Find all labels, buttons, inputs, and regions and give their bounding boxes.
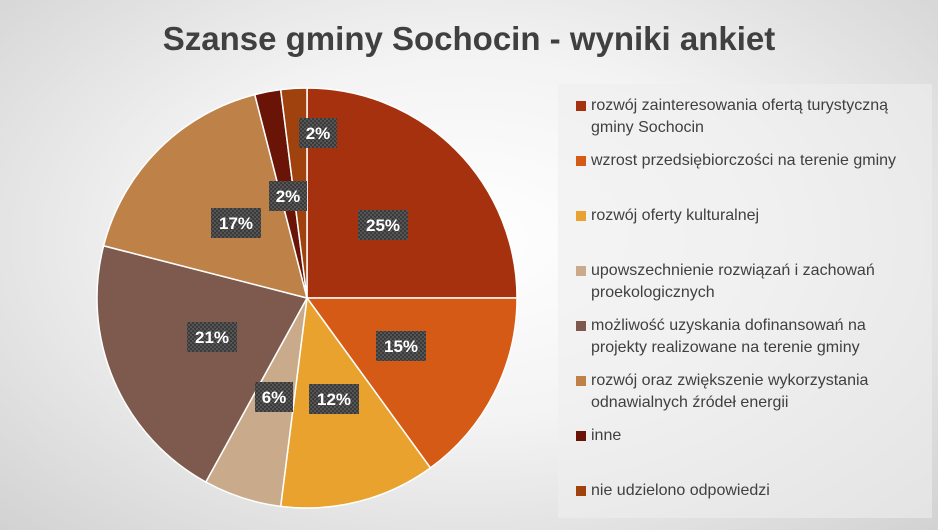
legend-swatch bbox=[576, 321, 586, 331]
legend-swatch bbox=[576, 156, 586, 166]
legend-swatch bbox=[576, 211, 586, 221]
data-label: 12% bbox=[309, 384, 359, 414]
data-label-text: 15% bbox=[384, 337, 418, 356]
legend-label: inne bbox=[591, 427, 622, 444]
data-label: 6% bbox=[255, 382, 293, 412]
legend-label: wzrost przedsiębiorczości na terenie gmi… bbox=[591, 152, 897, 169]
pie-slice bbox=[305, 297, 518, 469]
data-label: 17% bbox=[211, 208, 261, 238]
data-label: 25% bbox=[358, 210, 408, 240]
legend-swatch bbox=[576, 376, 586, 386]
data-label-text: 21% bbox=[195, 328, 229, 347]
chart-title: Szanse gminy Sochocin - wyniki ankiet bbox=[162, 20, 776, 57]
legend-swatch bbox=[576, 486, 586, 496]
data-label-text: 25% bbox=[366, 216, 400, 235]
legend-label: upowszechnienie rozwiązań i zachowań pro… bbox=[591, 262, 875, 301]
data-label-text: 2% bbox=[306, 124, 331, 143]
legend-label: rozwój oferty kulturalnej bbox=[591, 207, 760, 224]
legend-swatch bbox=[576, 101, 586, 111]
pie-slice bbox=[102, 93, 309, 300]
data-label-text: 12% bbox=[317, 390, 351, 409]
legend-label: rozwój zainteresowania ofertą turystyczn… bbox=[591, 97, 889, 136]
data-label: 21% bbox=[187, 322, 237, 352]
legend-label: nie udzielono odpowiedzi bbox=[591, 482, 770, 499]
legend-swatch bbox=[576, 266, 586, 276]
data-label: 2% bbox=[299, 118, 337, 148]
data-label-text: 6% bbox=[262, 388, 287, 407]
data-label-text: 17% bbox=[219, 214, 253, 233]
data-label: 15% bbox=[376, 331, 426, 361]
pie-slice bbox=[96, 244, 309, 484]
legend-swatch bbox=[576, 431, 586, 441]
legend-label: rozwój oraz zwiększenie wykorzystania od… bbox=[591, 372, 869, 411]
legend bbox=[558, 84, 932, 518]
pie-slice bbox=[306, 87, 518, 299]
data-label-text: 2% bbox=[276, 187, 301, 206]
legend-label: możliwość uzyskania dofinansowań na proj… bbox=[591, 317, 866, 356]
data-label: 2% bbox=[269, 181, 307, 211]
